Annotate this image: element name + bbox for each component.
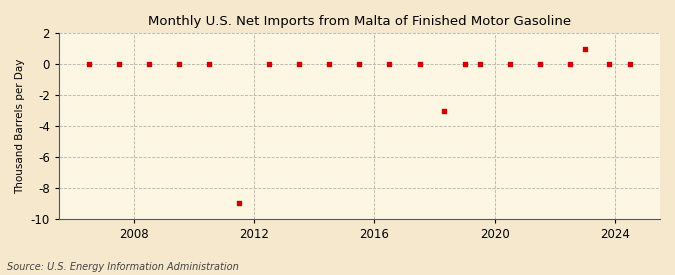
Point [579,46,590,51]
Point [459,62,470,67]
Point [84,62,95,67]
Point [144,62,155,67]
Point [264,62,275,67]
Title: Monthly U.S. Net Imports from Malta of Finished Motor Gasoline: Monthly U.S. Net Imports from Malta of F… [148,15,571,28]
Point [438,108,449,113]
Point [603,62,614,67]
Point [624,62,635,67]
Point [354,62,364,67]
Point [324,62,335,67]
Point [173,62,184,67]
Point [504,62,515,67]
Point [113,62,124,67]
Point [294,62,304,67]
Point [535,62,545,67]
Text: Source: U.S. Energy Information Administration: Source: U.S. Energy Information Administ… [7,262,238,272]
Point [384,62,395,67]
Y-axis label: Thousand Barrels per Day: Thousand Barrels per Day [15,58,25,194]
Point [204,62,215,67]
Point [234,201,244,205]
Point [475,62,485,67]
Point [414,62,425,67]
Point [564,62,575,67]
